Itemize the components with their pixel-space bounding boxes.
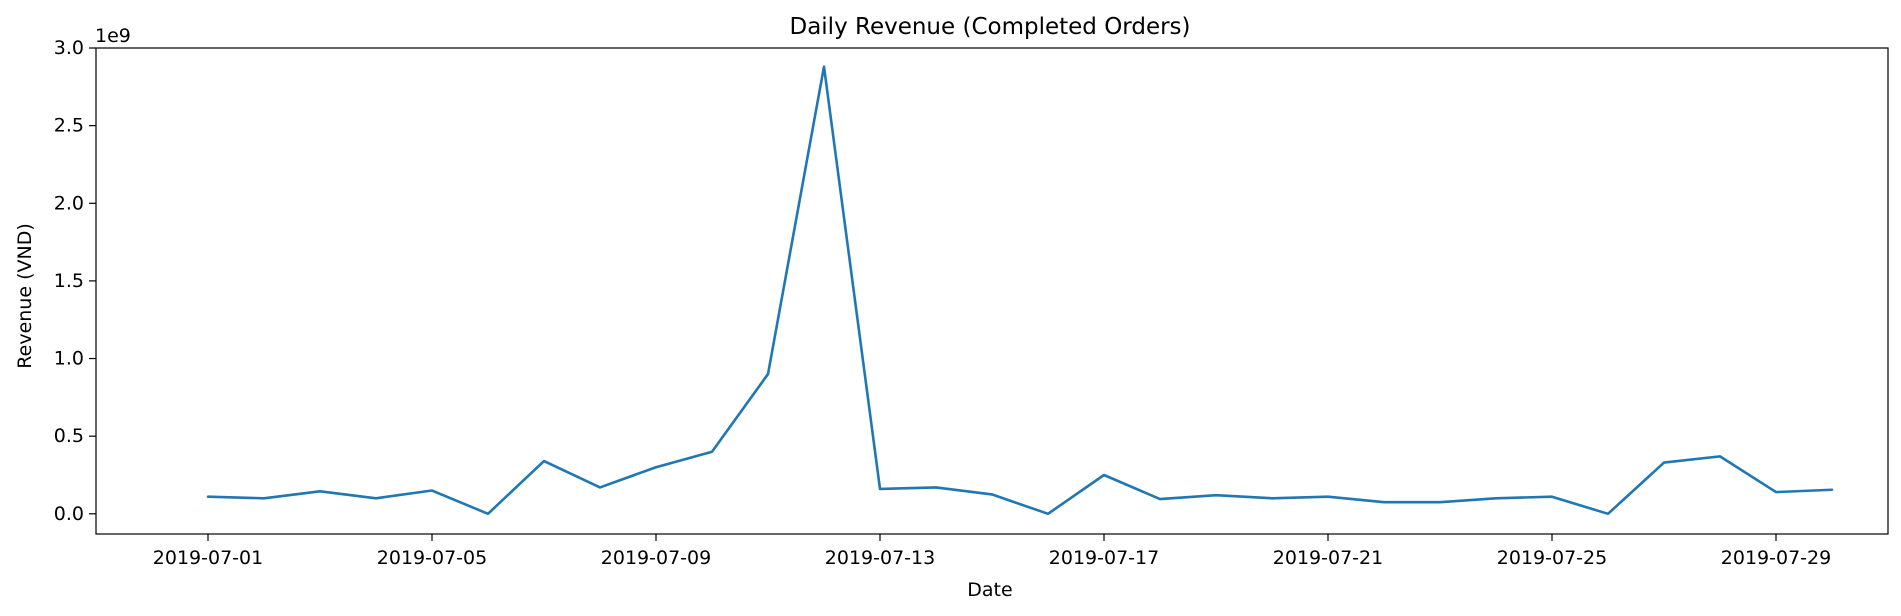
x-tick-label: 2019-07-09 — [601, 547, 711, 569]
chart-title: Daily Revenue (Completed Orders) — [789, 14, 1190, 40]
series-line — [206, 65, 1834, 516]
x-tick-label: 2019-07-25 — [1497, 547, 1607, 569]
y-axis-title: Revenue (VND) — [14, 223, 36, 368]
axes-frame — [95, 47, 1889, 535]
y-tick-label: 1.0 — [54, 348, 84, 370]
x-tick-label: 2019-07-21 — [1273, 547, 1383, 569]
x-tick-label: 2019-07-01 — [153, 547, 263, 569]
x-tick-label: 2019-07-29 — [1721, 547, 1831, 569]
y-tick-label: 2.5 — [54, 115, 84, 137]
x-axis-title: Date — [967, 579, 1012, 601]
x-tick-label: 2019-07-13 — [825, 547, 935, 569]
plot-area: 0.0 0.5 1.0 1.5 2.0 2.5 3.0 2019-07-01 2019-07-0… — [54, 37, 1889, 569]
x-tick-label: 2019-07-17 — [1049, 547, 1159, 569]
y-tick-label: 0.5 — [54, 425, 84, 447]
y-tick-label: 2.0 — [54, 192, 84, 214]
y-tick-label: 3.0 — [54, 37, 84, 59]
y-tick-label: 0.0 — [54, 503, 84, 525]
y-tick-label: 1.5 — [54, 270, 84, 292]
x-tick-label: 2019-07-05 — [377, 547, 487, 569]
y-axis-offset-label: 1e9 — [95, 25, 131, 47]
